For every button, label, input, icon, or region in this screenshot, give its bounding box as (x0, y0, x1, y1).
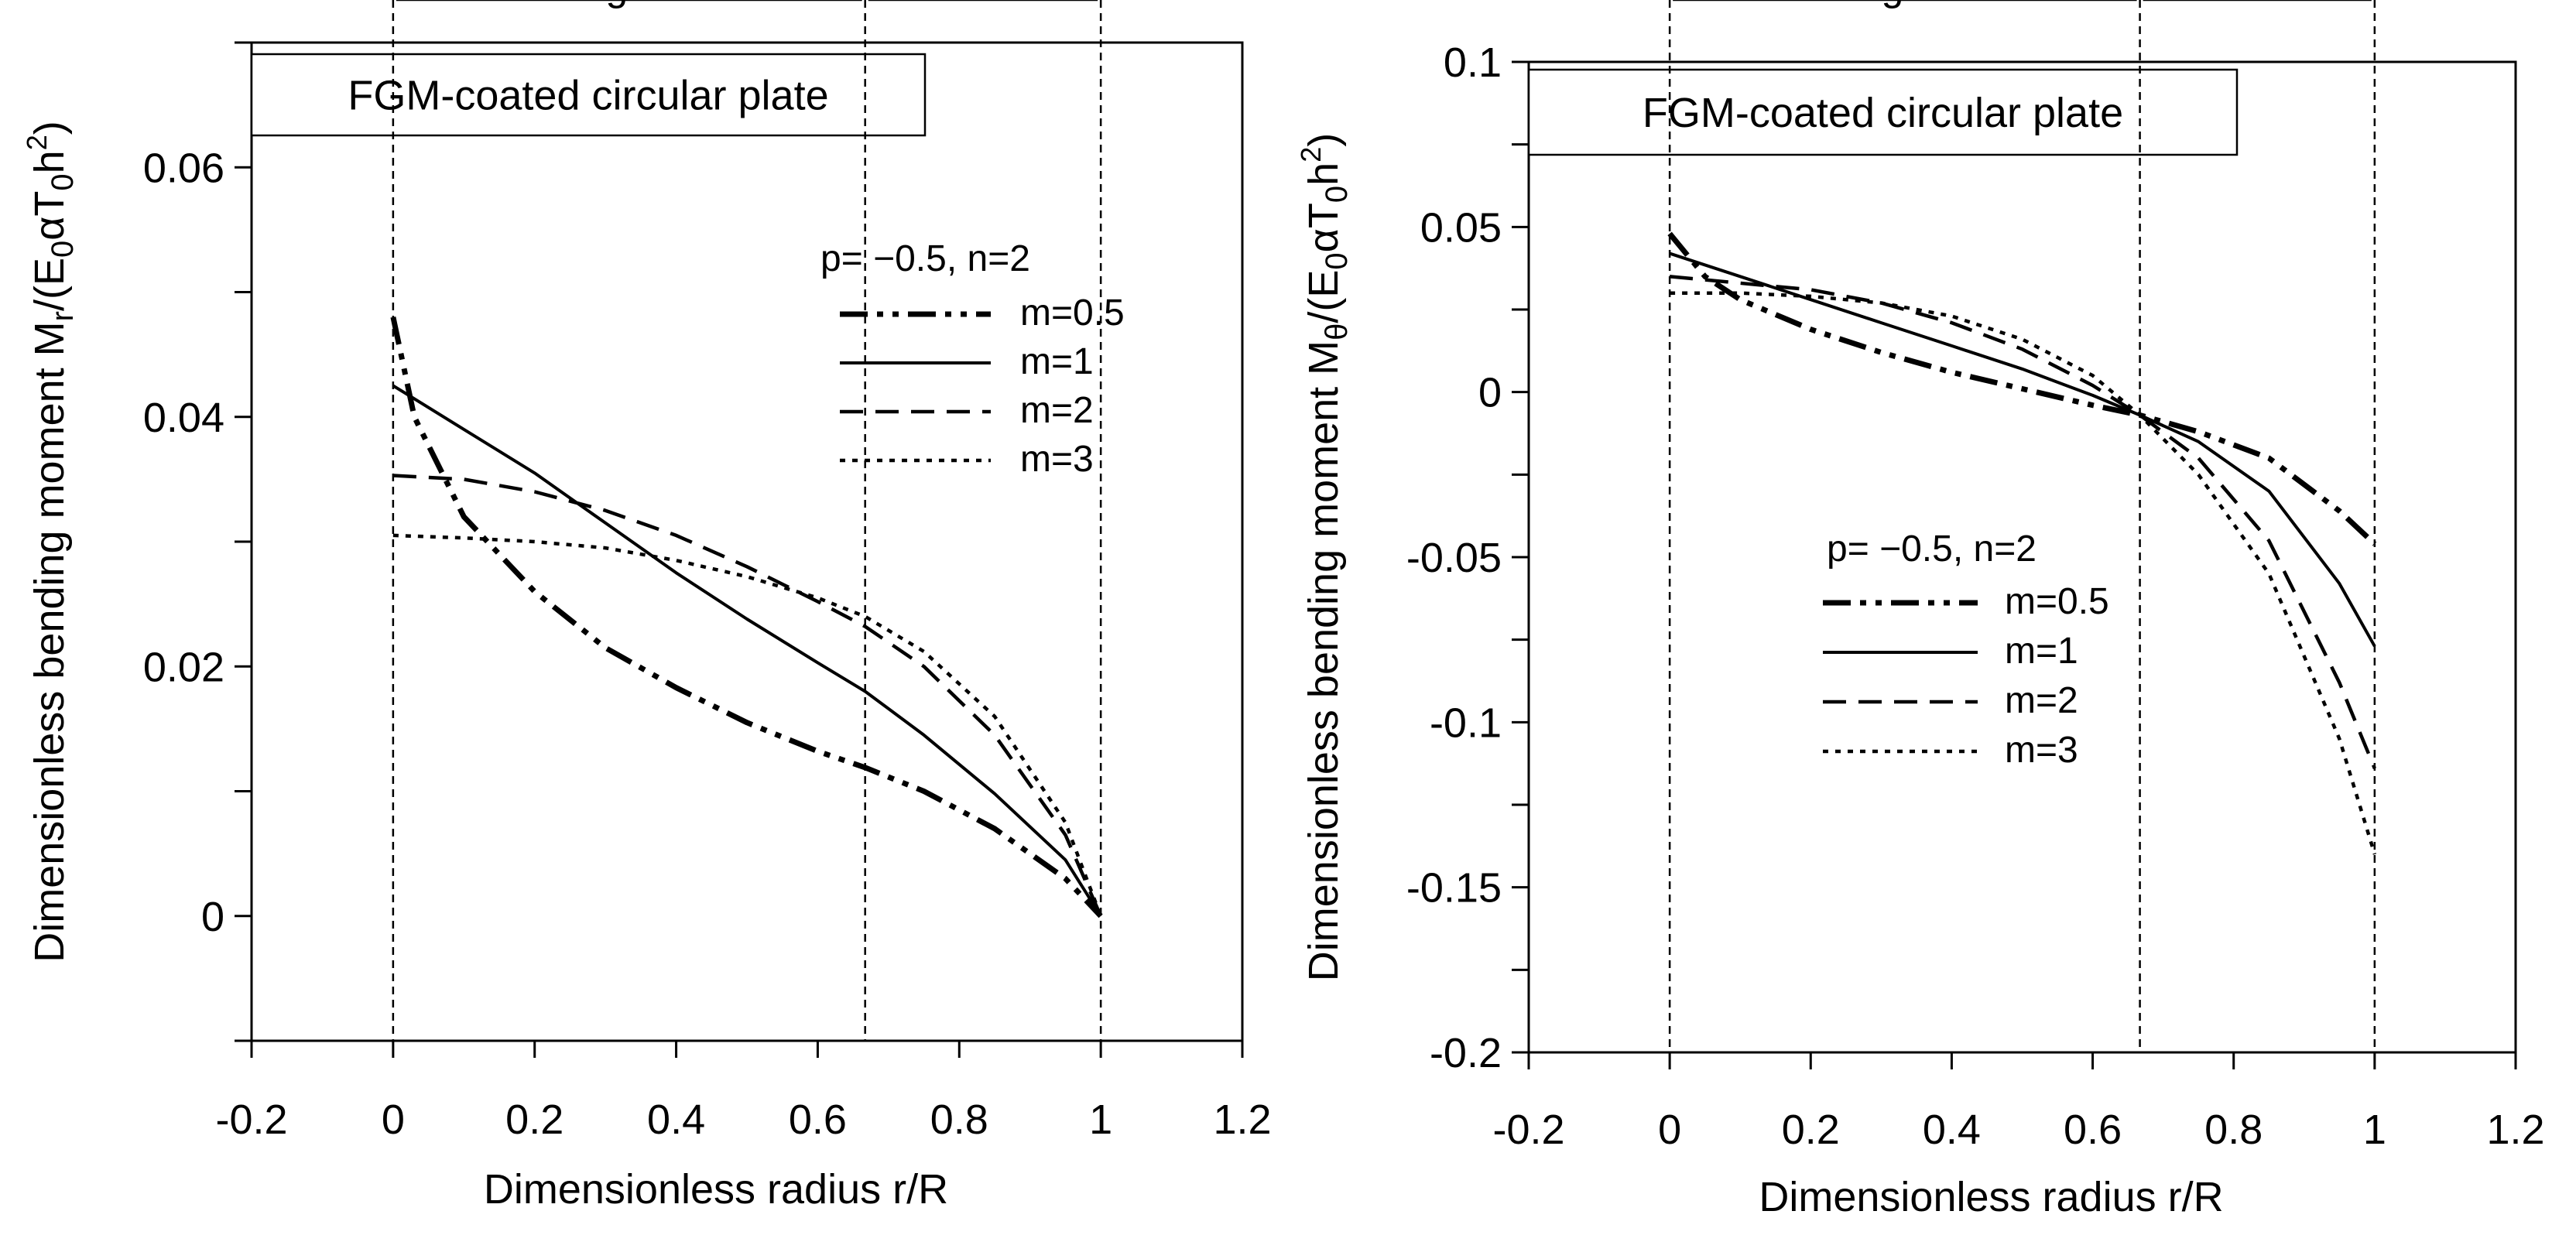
x-tick-label: 0 (382, 1096, 405, 1143)
y-tick-label: -0.15 (1406, 865, 1502, 912)
legend-label: m=1 (1020, 341, 1094, 382)
x-tick-label: 0.6 (2064, 1107, 2122, 1153)
legend-label: m=3 (2005, 730, 2078, 771)
chart-title: FGM-coated circular plate (1643, 90, 2123, 136)
chart-radial-moment: -0.2 0 0.2 0.4 0.6 0.8 1 1.2 0 0.02 0.04 0.06 Dimens… (21, 0, 1272, 1213)
x-tick-label: 1.2 (2486, 1107, 2544, 1153)
series-line-m-1 (1669, 251, 2376, 648)
x-tick-label: -0.2 (215, 1096, 287, 1143)
series-line-m-3 (1670, 291, 2377, 855)
y-tick-label: -0.2 (1430, 1030, 1502, 1076)
legend-label: m=0.5 (1020, 292, 1125, 334)
title-box (1527, 68, 2239, 156)
legend-title: p= −0.5, n=2 (820, 238, 1030, 279)
chart-circumferential-moment: -0.2 0 0.2 0.4 0.6 0.8 1 1.2 -0.2 -0.15 -0.1 -0.05 0… (1295, 0, 2545, 1220)
y-axis-label: Dimensionless bending moment Mr/(E0αT0h2… (21, 121, 80, 963)
series-line-m-0_5 (390, 316, 1103, 919)
x-tick-label: 0.2 (1782, 1107, 1840, 1153)
legend-label: m=3 (1020, 439, 1094, 480)
x-tick-label: 0.6 (789, 1096, 847, 1143)
y-tick-label: 0.1 (1444, 39, 1502, 86)
x-tick-label: 0.8 (930, 1096, 988, 1143)
legend-label: m=2 (2005, 680, 2078, 721)
x-tick-label: 1.2 (1213, 1096, 1271, 1143)
x-tick-label: 0.2 (505, 1096, 564, 1143)
x-tick-label: 1 (1089, 1096, 1112, 1143)
region-label: Homogeneous (1774, 0, 2036, 9)
y-tick-label: -0.1 (1430, 700, 1502, 746)
region-label: Homogeneous (498, 0, 760, 9)
plot-frame (250, 41, 1244, 1042)
y-tick-label: 0 (201, 894, 224, 940)
region-label: FGM (2212, 0, 2302, 9)
region-label: FGM (938, 0, 1028, 9)
x-tick-label: 0.4 (647, 1096, 705, 1143)
series-line-m-2 (392, 474, 1103, 917)
x-axis-label: Dimensionless radius r/R (1759, 1174, 2223, 1220)
y-tick-label: 0 (1478, 370, 1502, 416)
chart-title: FGM-coated circular plate (348, 73, 828, 119)
y-tick-label: 0.06 (143, 145, 224, 191)
x-tick-label: 0.4 (1923, 1107, 1981, 1153)
x-tick-label: -0.2 (1492, 1107, 1564, 1153)
y-axis-label: Dimensionless bending moment Mθ/(E0αT0h2… (1295, 133, 1354, 981)
legend-label: m=1 (2005, 631, 2078, 672)
x-tick-label: 0 (1658, 1107, 1681, 1153)
y-tick-label: 0.05 (1420, 204, 1502, 251)
x-tick-label: 0.8 (2204, 1107, 2263, 1153)
x-tick-label: 1 (2363, 1107, 2386, 1153)
series-line-m-0_5 (1667, 231, 2377, 546)
legend-title: p= −0.5, n=2 (1827, 529, 2036, 570)
series-line-m-2 (1669, 275, 2376, 769)
y-tick-label: -0.05 (1406, 535, 1502, 581)
legend-label: m=2 (1020, 390, 1094, 431)
y-tick-label: 0.04 (143, 395, 224, 441)
legend-label: m=0.5 (2005, 581, 2109, 622)
title-box (250, 53, 927, 137)
series-line-m-1 (392, 384, 1102, 917)
x-axis-label: Dimensionless radius r/R (484, 1166, 948, 1213)
series-line-m-3 (392, 533, 1103, 917)
y-tick-label: 0.02 (143, 644, 224, 690)
